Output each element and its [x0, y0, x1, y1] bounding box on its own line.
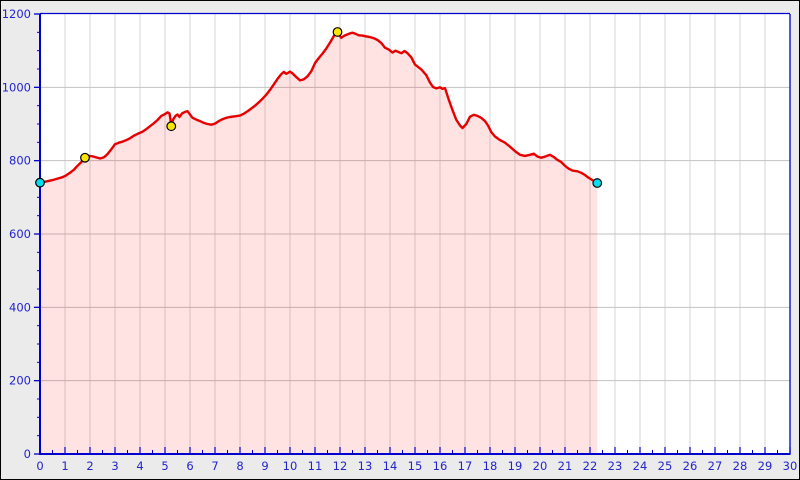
x-tick-label: 3	[111, 459, 118, 473]
x-tick-label: 22	[583, 459, 598, 473]
elevation-profile-line	[38, 30, 599, 185]
waypoint-marker-1[interactable]	[80, 152, 90, 163]
x-tick-label: 9	[261, 459, 268, 473]
x-tick-label: 5	[161, 459, 168, 473]
x-tick-label: 28	[733, 459, 748, 473]
y-tick-label: 400	[9, 300, 31, 314]
x-tick-label: 24	[633, 459, 648, 473]
x-tick-label: 19	[508, 459, 523, 473]
x-tick-label: 20	[533, 459, 548, 473]
x-tick-label: 10	[283, 459, 298, 473]
y-tick-label: 0	[24, 447, 31, 461]
x-tick-label: 7	[211, 459, 218, 473]
x-tick-label: 30	[783, 459, 798, 473]
x-tick-label: 25	[658, 459, 673, 473]
y-tick-label: 800	[9, 154, 31, 168]
x-tick-label: 18	[483, 459, 498, 473]
x-tick-label: 26	[683, 459, 698, 473]
x-tick-label: 13	[358, 459, 373, 473]
x-tick-label: 8	[236, 459, 243, 473]
x-tick-label: 23	[608, 459, 623, 473]
x-tick-label: 6	[186, 459, 193, 473]
y-tick-label: 1000	[2, 80, 31, 94]
x-tick-label: 29	[758, 459, 773, 473]
x-tick-label: 14	[383, 459, 398, 473]
y-tick-label: 600	[9, 227, 31, 241]
x-tick-label: 12	[333, 459, 348, 473]
x-tick-label: 2	[86, 459, 93, 473]
x-tick-label: 1	[61, 459, 68, 473]
y-tick-label: 1200	[2, 7, 31, 21]
waypoint-marker-2[interactable]	[166, 121, 177, 132]
x-tick-label: 15	[408, 459, 423, 473]
x-tick-label: 4	[136, 459, 143, 473]
end-marker[interactable]	[592, 178, 603, 188]
x-tick-label: 16	[433, 459, 448, 473]
elevation-profile-area	[40, 32, 598, 454]
x-tick-label: 17	[458, 459, 473, 473]
x-tick-label: 0	[36, 459, 43, 473]
x-tick-label: 27	[708, 459, 723, 473]
y-tick-label: 200	[9, 374, 31, 388]
x-tick-label: 11	[308, 459, 323, 473]
x-tick-label: 21	[558, 459, 573, 473]
summit-marker[interactable]	[332, 27, 343, 37]
start-marker[interactable]	[35, 177, 45, 188]
